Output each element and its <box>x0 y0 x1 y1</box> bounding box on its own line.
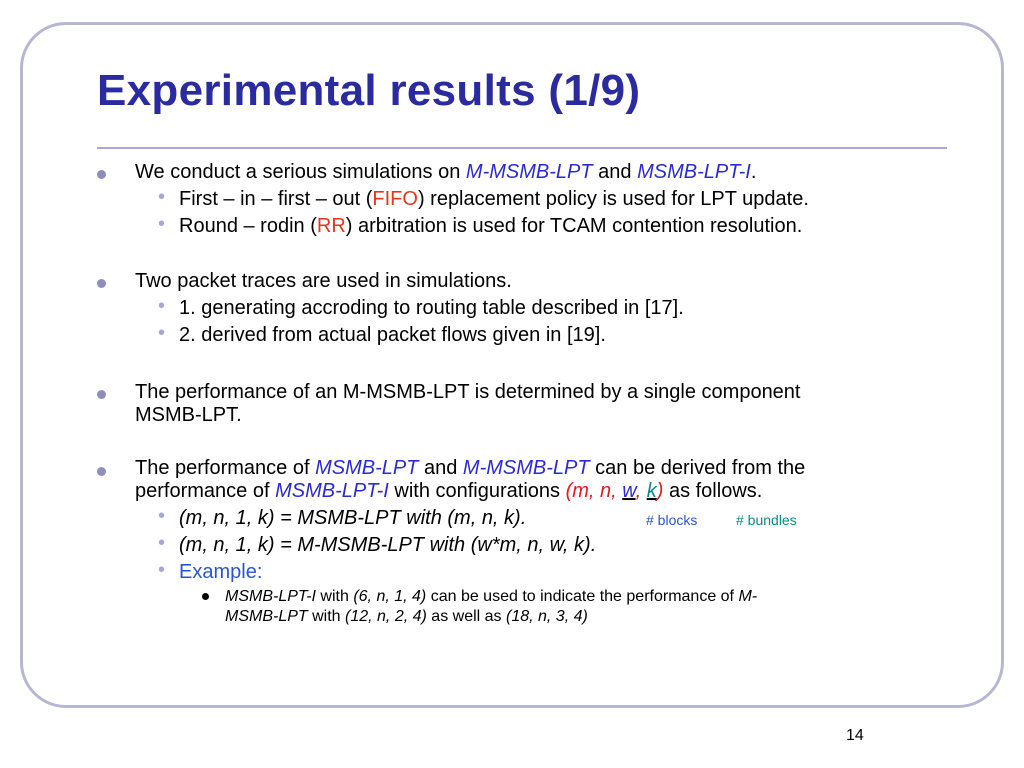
term-msmb-lpt-i: MSMB-LPT-I <box>275 480 389 502</box>
example-line-1: MSMB-LPT-I with (6, n, 1, 4) can be used… <box>225 588 758 605</box>
annotation-bundles: # bundles <box>736 512 797 528</box>
bullet-3-line-1: The performance of an M-MSMB-LPT is dete… <box>135 381 801 403</box>
bullet-dot <box>97 279 106 288</box>
bullet-dot <box>97 467 106 476</box>
param-w: w <box>622 480 636 502</box>
title-divider <box>97 147 947 149</box>
sub-bullet-marker: • <box>158 295 166 317</box>
slide-title: Experimental results (1/9) <box>97 66 641 115</box>
bullet-4-sub-1: (m, n, 1, k) = MSMB-LPT with (m, n, k). <box>179 507 527 529</box>
bullet-dot <box>97 170 106 179</box>
sub-bullet-marker: • <box>158 213 166 235</box>
bullet-1-sub-1: First – in – first – out (FIFO) replacem… <box>179 188 809 210</box>
bullet-4-sub-3: Example: <box>179 561 263 583</box>
term-m-msmb-lpt: M-MSMB-LPT <box>462 457 590 479</box>
term-rr: RR <box>316 215 346 237</box>
term-msmb-lpt: MSMB-LPT <box>315 457 419 479</box>
sub-sub-bullet-dot <box>202 593 209 600</box>
bullet-4-sub-2: (m, n, 1, k) = M-MSMB-LPT with (w*m, n, … <box>179 534 597 556</box>
example-line-2: MSMB-LPT with (12, n, 2, 4) as well as (… <box>225 608 588 625</box>
bullet-4-line-1: The performance of MSMB-LPT and M-MSMB-L… <box>135 457 806 479</box>
sub-bullet-marker: • <box>158 186 166 208</box>
term-fifo: FIFO <box>372 188 418 210</box>
bullet-1-sub-2: Round – rodin (RR) arbitration is used f… <box>179 215 803 237</box>
annotation-blocks: # blocks <box>646 512 698 528</box>
page-number: 14 <box>846 727 864 744</box>
bullet-dot <box>97 390 106 399</box>
bullet-2-sub-2: 2. derived from actual packet flows give… <box>179 324 606 346</box>
sub-bullet-marker: • <box>158 322 166 344</box>
sub-bullet-marker: • <box>158 559 166 581</box>
sub-bullet-marker: • <box>158 505 166 527</box>
param-k: k <box>646 480 657 502</box>
bullet-3-line-2: MSMB-LPT. <box>135 404 242 426</box>
slide-frame <box>20 22 1004 708</box>
term-msmb-lpt-i: MSMB-LPT-I <box>637 161 751 183</box>
term-m-msmb-lpt: M-MSMB-LPT <box>465 161 593 183</box>
bullet-2-text: Two packet traces are used in simulation… <box>135 270 512 292</box>
bullet-1-text: We conduct a serious simulations on M-MS… <box>135 161 757 183</box>
bullet-4-line-2: performance of MSMB-LPT-I with configura… <box>135 480 763 502</box>
bullet-2-sub-1: 1. generating accroding to routing table… <box>179 297 684 319</box>
sub-bullet-marker: • <box>158 532 166 554</box>
